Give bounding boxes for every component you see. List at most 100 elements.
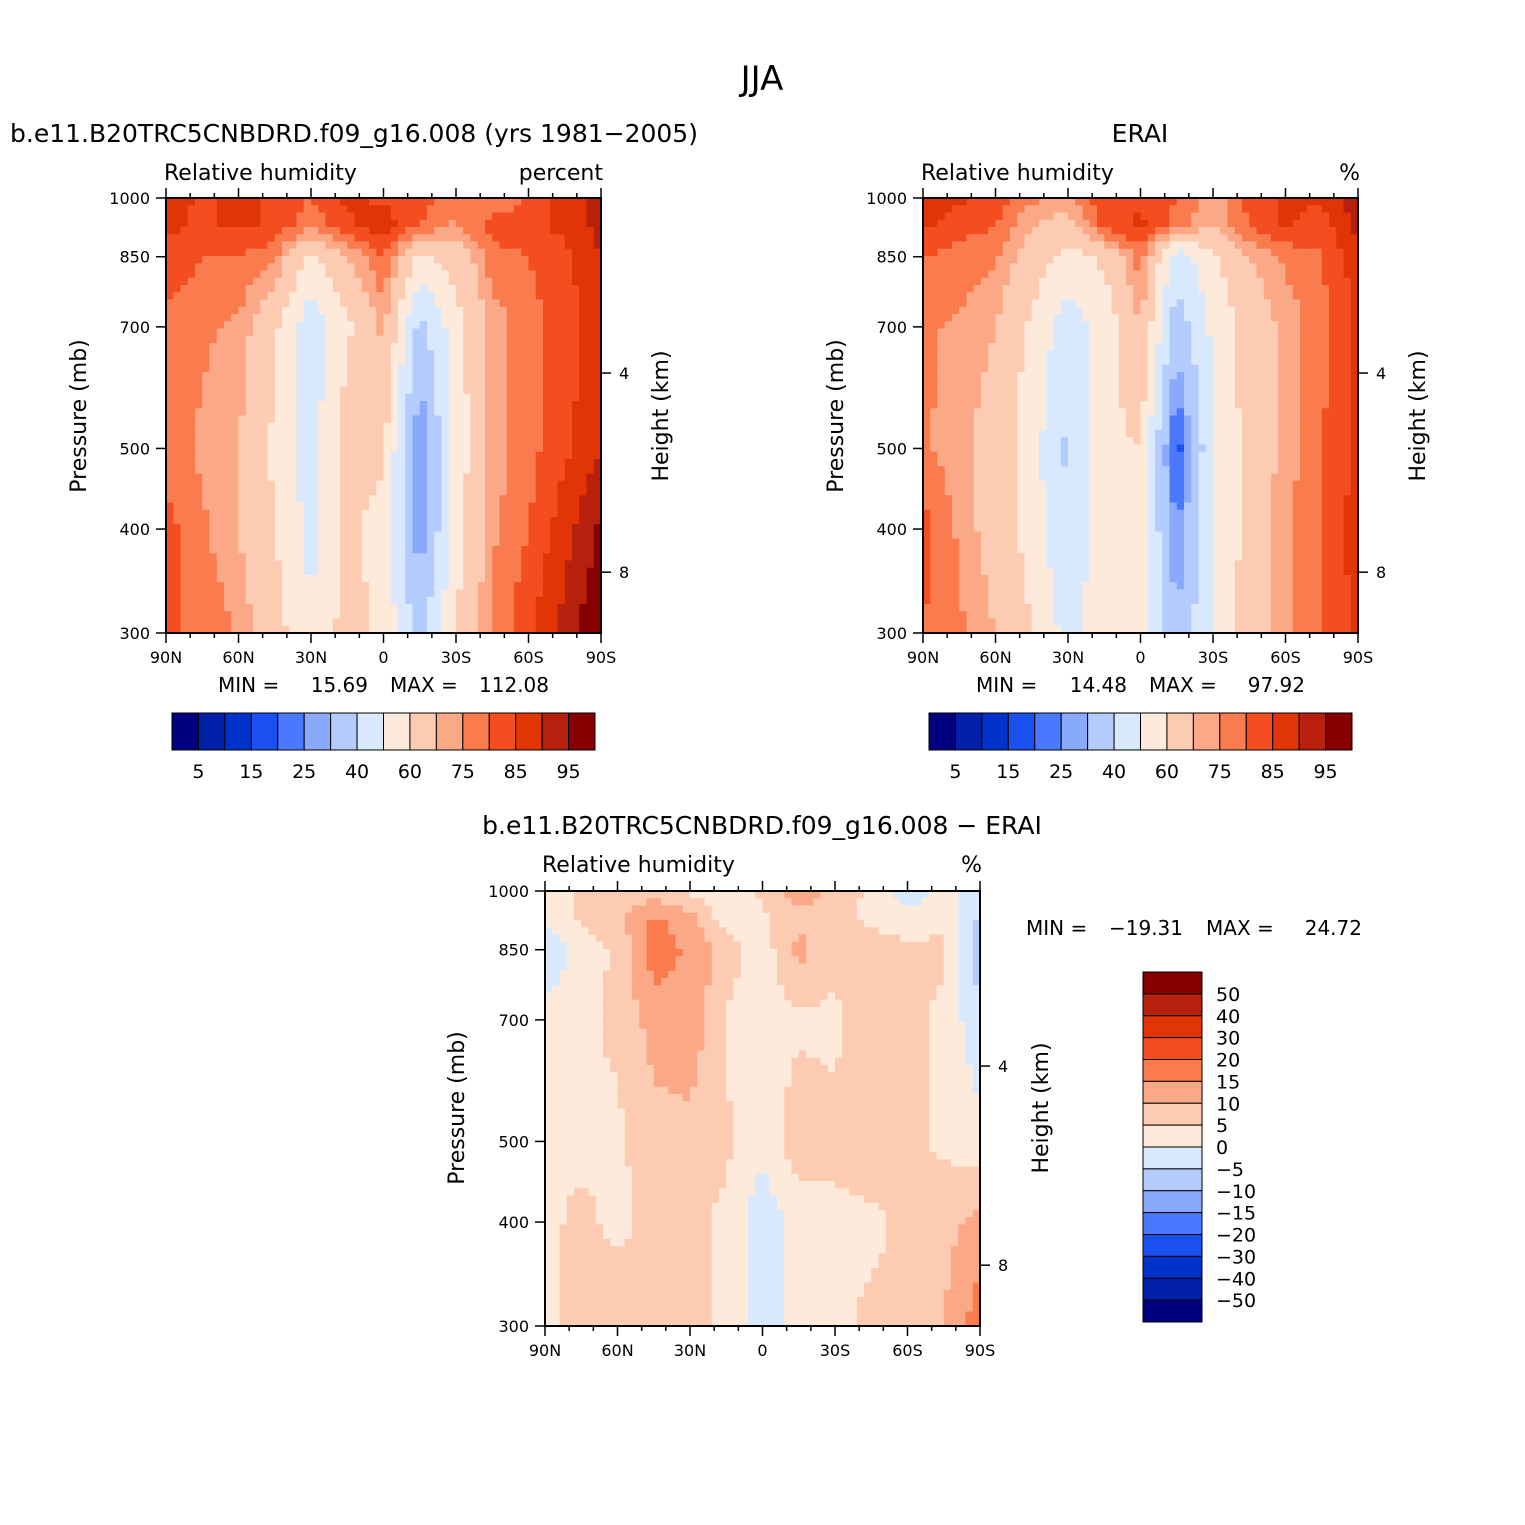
panel-model-cell: [528, 560, 537, 569]
panel-model-cell: [564, 306, 573, 315]
panel-model-cell: [216, 335, 225, 344]
panel-model-cell: [506, 393, 515, 402]
panel-model-cell: [296, 531, 305, 540]
panel-model-cell: [260, 234, 269, 243]
panel-model-cell: [463, 386, 472, 395]
panel-erai-cell: [1343, 234, 1352, 243]
panel-erai-cell: [1271, 343, 1279, 351]
panel-model-cell: [470, 306, 479, 315]
panel-model-cell: [572, 596, 580, 605]
panel-model-cell: [448, 306, 457, 315]
panel-model-cell: [557, 314, 566, 322]
panel-model-cell: [579, 625, 588, 634]
panel-model-cell: [427, 292, 435, 301]
panel-model-cell: [383, 480, 392, 489]
panel-model-cell: [202, 306, 211, 315]
panel-model-cell: [209, 444, 218, 453]
panel-erai-cell: [1292, 241, 1301, 250]
panel-model-cell: [202, 567, 211, 576]
panel-model-cell: [456, 502, 464, 511]
panel-model-cell: [405, 299, 414, 308]
panel-model-cell: [195, 335, 203, 344]
panel-model-cell: [543, 285, 551, 293]
panel-model-cell: [296, 386, 305, 395]
panel-model-cell: [492, 495, 501, 504]
panel-model-cell: [477, 314, 486, 322]
panel-model-cell: [209, 495, 218, 504]
panel-model-cell: [289, 198, 298, 206]
panel-model-cell: [463, 256, 472, 264]
panel-model-cell: [593, 466, 602, 475]
panel-erai-cell: [1111, 198, 1120, 206]
panel-model-cell: [340, 386, 348, 395]
panel-erai-cell: [1263, 270, 1272, 279]
panel-erai-cell: [1350, 248, 1359, 257]
panel-model-cell: [535, 270, 544, 279]
panel-erai-cell: [1140, 227, 1149, 235]
panel-model-cell: [216, 560, 225, 569]
panel-erai-cell: [1220, 343, 1229, 351]
panel-model-cell: [231, 437, 240, 446]
panel-model-cell: [340, 611, 348, 620]
panel-model-cell: [383, 553, 392, 562]
panel-model-cell: [231, 379, 240, 388]
panel-erai-cell: [1024, 219, 1033, 228]
panel-model-cell: [238, 415, 247, 424]
panel-model-cell: [311, 546, 319, 554]
panel-erai-cell: [1242, 219, 1250, 228]
panel-model-cell: [593, 611, 602, 620]
panel-model-cell: [535, 582, 544, 591]
panel-model-cell: [180, 205, 189, 214]
panel-model-cell: [521, 611, 530, 620]
panel-erai-cell: [959, 219, 968, 228]
panel-erai-cell: [1263, 212, 1272, 221]
panel-model-cell: [521, 357, 530, 366]
panel-model-cell: [376, 422, 385, 431]
panel-model-cell: [412, 451, 421, 460]
panel-model-cell: [347, 292, 356, 301]
panel-model-cell: [572, 480, 580, 489]
panel-model-cell: [572, 560, 580, 569]
panel-model-cell: [572, 350, 580, 359]
panel-erai-cell: [1046, 256, 1055, 264]
panel-model-cell: [347, 205, 356, 214]
panel-model-cell: [550, 248, 559, 257]
panel-model-cell: [173, 212, 182, 221]
panel-model-cell: [543, 459, 551, 467]
panel-erai-cell: [1133, 212, 1142, 221]
panel-model-cell: [535, 567, 544, 576]
panel-erai-cell: [944, 277, 953, 286]
panel-model-cell: [477, 408, 486, 417]
panel-model-cell: [550, 350, 559, 359]
panel-model-cell: [543, 314, 551, 322]
panel-model-cell: [209, 285, 218, 293]
panel-erai-cell: [1336, 241, 1345, 250]
panel-model-cell: [390, 567, 399, 576]
panel-model-cell: [419, 198, 428, 206]
panel-erai-cell: [1133, 263, 1142, 272]
panel-model-cell: [557, 277, 566, 286]
panel-model-cell: [173, 314, 182, 322]
panel-model-cell: [441, 328, 450, 337]
panel-model-cell: [434, 321, 443, 330]
panel-model-cell: [456, 212, 464, 221]
panel-model-cell: [187, 285, 196, 293]
panel-model-cell: [202, 451, 211, 460]
panel-model-cell: [448, 328, 457, 337]
panel-model-cell: [572, 553, 580, 562]
panel-erai-cell: [1329, 321, 1337, 330]
panel-model-cell: [390, 234, 399, 243]
panel-erai-cell: [1234, 292, 1243, 301]
panel-model-cell: [528, 350, 537, 359]
panel-model-cell: [535, 415, 544, 424]
panel-erai-cell: [1343, 335, 1352, 344]
panel-erai-cell: [1162, 248, 1171, 257]
panel-model-cell: [470, 459, 479, 467]
panel-erai-cell: [1205, 277, 1214, 286]
panel-model-cell: [325, 314, 334, 322]
panel-model-cell: [398, 625, 406, 634]
panel-model-cell: [550, 459, 559, 467]
panel-erai-cell: [952, 256, 960, 264]
panel-model-cell: [506, 335, 515, 344]
panel-erai-cell: [966, 219, 975, 228]
